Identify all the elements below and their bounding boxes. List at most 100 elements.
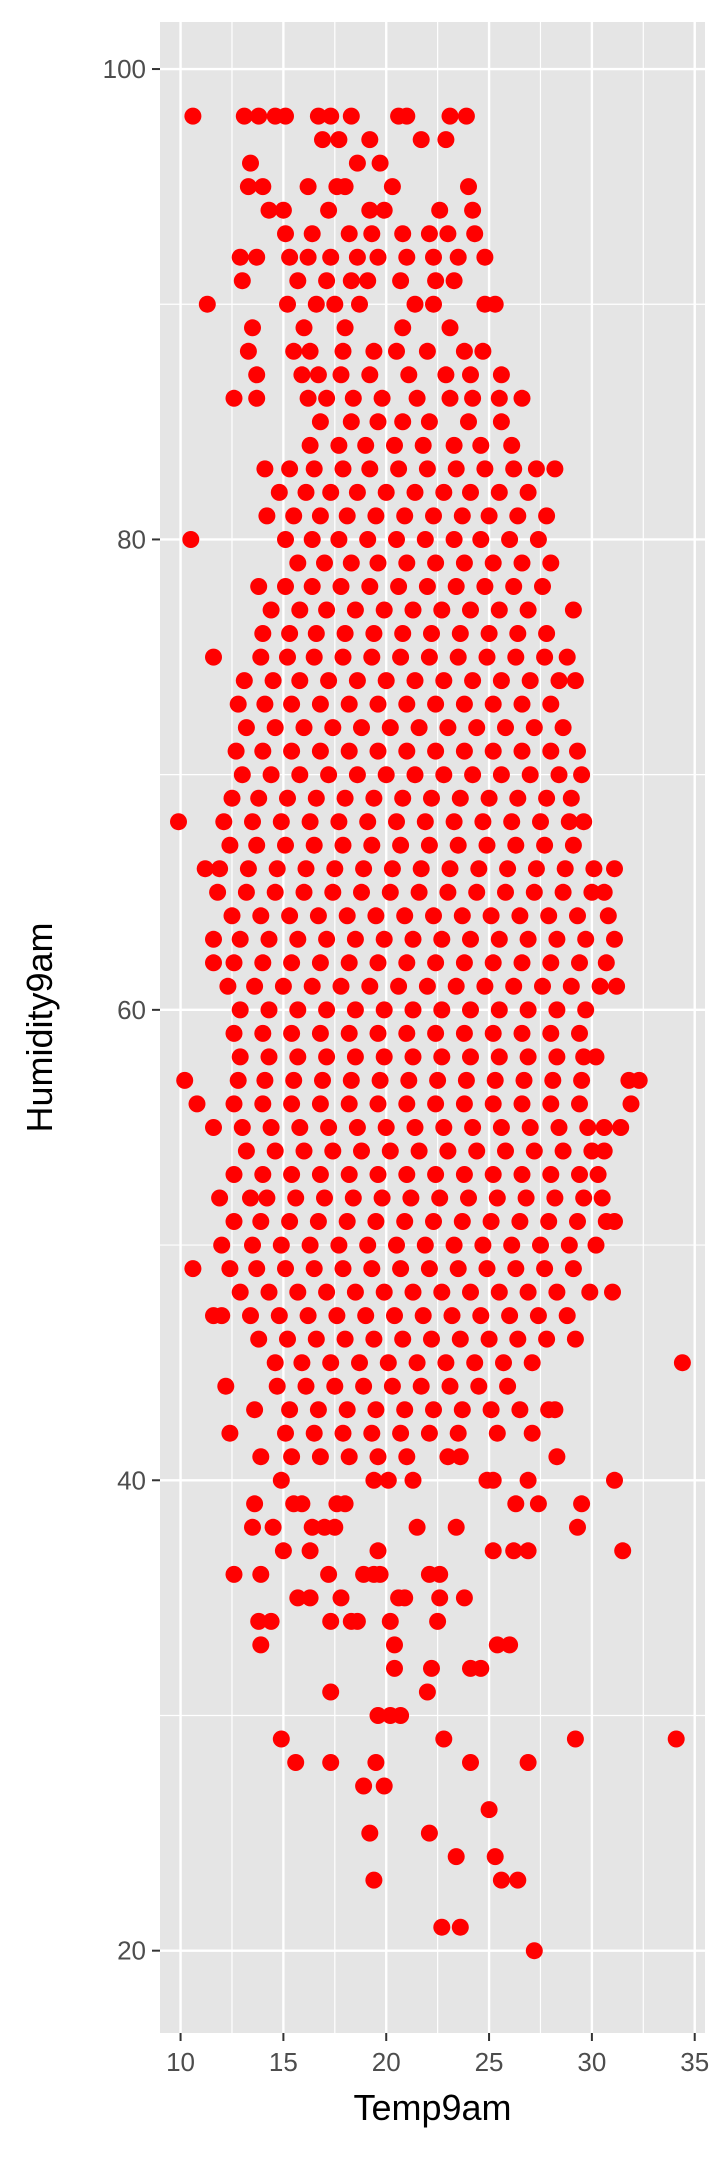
data-point — [211, 1189, 229, 1207]
data-point — [517, 1189, 535, 1207]
data-point — [480, 1801, 498, 1819]
data-point — [427, 695, 445, 713]
data-point — [433, 930, 451, 948]
data-point — [573, 1071, 591, 1089]
data-point — [342, 413, 360, 431]
data-point — [548, 1001, 566, 1019]
data-point — [540, 907, 558, 925]
data-point — [439, 225, 457, 243]
data-point — [536, 1260, 554, 1278]
data-point — [371, 154, 389, 172]
data-point — [511, 1213, 529, 1230]
data-point — [474, 342, 492, 360]
data-point — [246, 1495, 264, 1513]
data-point — [295, 883, 313, 901]
data-point — [554, 719, 572, 737]
data-point — [560, 1236, 578, 1254]
data-point — [225, 954, 243, 972]
data-point — [513, 695, 531, 713]
data-point — [525, 883, 543, 901]
data-point — [289, 1283, 307, 1301]
data-point — [227, 742, 245, 760]
data-point — [486, 1071, 504, 1089]
data-point — [225, 1095, 243, 1113]
data-point — [437, 366, 455, 384]
data-point — [338, 907, 356, 925]
data-point — [289, 930, 307, 948]
data-point — [248, 366, 266, 384]
data-point — [558, 648, 576, 666]
data-point — [332, 366, 350, 384]
data-point — [316, 1189, 333, 1207]
data-point — [569, 907, 586, 925]
data-point — [445, 813, 463, 831]
data-point — [348, 154, 366, 172]
data-point — [231, 1001, 249, 1019]
data-point — [595, 1119, 613, 1136]
data-point — [326, 1377, 344, 1395]
data-point — [441, 389, 459, 407]
data-point — [328, 1307, 346, 1325]
data-point — [505, 578, 523, 595]
data-point — [536, 836, 554, 854]
data-point — [513, 1024, 531, 1042]
data-point — [359, 531, 377, 548]
data-point — [464, 672, 482, 690]
data-point — [388, 1236, 405, 1254]
data-point — [466, 225, 484, 243]
data-point — [433, 601, 451, 619]
data-point — [398, 954, 416, 972]
data-point — [484, 1024, 502, 1042]
data-point — [233, 1119, 251, 1136]
data-point — [423, 1330, 440, 1348]
data-point — [334, 1424, 352, 1442]
data-point — [398, 554, 416, 572]
data-point — [324, 883, 342, 901]
data-point — [309, 366, 327, 384]
data-point — [464, 389, 482, 407]
data-point — [277, 578, 294, 595]
data-point — [451, 1448, 469, 1466]
data-point — [402, 1189, 420, 1207]
data-point — [509, 1330, 527, 1348]
data-point — [453, 1401, 471, 1419]
data-point — [433, 1001, 451, 1019]
data-point — [287, 1189, 305, 1207]
data-point — [369, 954, 387, 972]
data-point — [507, 1260, 525, 1278]
data-point — [455, 695, 473, 713]
data-point — [396, 1589, 414, 1607]
data-point — [334, 460, 352, 478]
data-point — [406, 1119, 424, 1136]
data-point — [281, 625, 299, 642]
data-point — [437, 131, 455, 149]
data-point — [604, 1283, 621, 1301]
data-point — [375, 201, 393, 219]
data-point — [606, 860, 623, 878]
data-point — [367, 907, 385, 925]
data-point — [369, 695, 387, 713]
data-point — [363, 648, 381, 666]
data-point — [361, 366, 379, 384]
data-point — [379, 1354, 397, 1372]
data-point — [254, 954, 272, 972]
data-point — [281, 1213, 299, 1230]
data-point — [301, 436, 319, 454]
data-point — [351, 295, 368, 313]
data-point — [254, 742, 272, 760]
data-point — [571, 954, 588, 972]
data-point — [585, 860, 603, 878]
data-point — [348, 766, 366, 784]
data-point — [371, 1071, 389, 1089]
data-point — [505, 1542, 523, 1560]
data-point — [342, 1071, 360, 1089]
data-point — [420, 1824, 438, 1842]
data-point — [297, 1377, 315, 1395]
data-point — [501, 1636, 519, 1654]
data-point — [484, 554, 502, 572]
data-point — [497, 883, 514, 901]
data-point — [262, 601, 280, 619]
data-point — [297, 860, 315, 878]
data-point — [279, 1330, 296, 1348]
data-point — [283, 695, 301, 713]
